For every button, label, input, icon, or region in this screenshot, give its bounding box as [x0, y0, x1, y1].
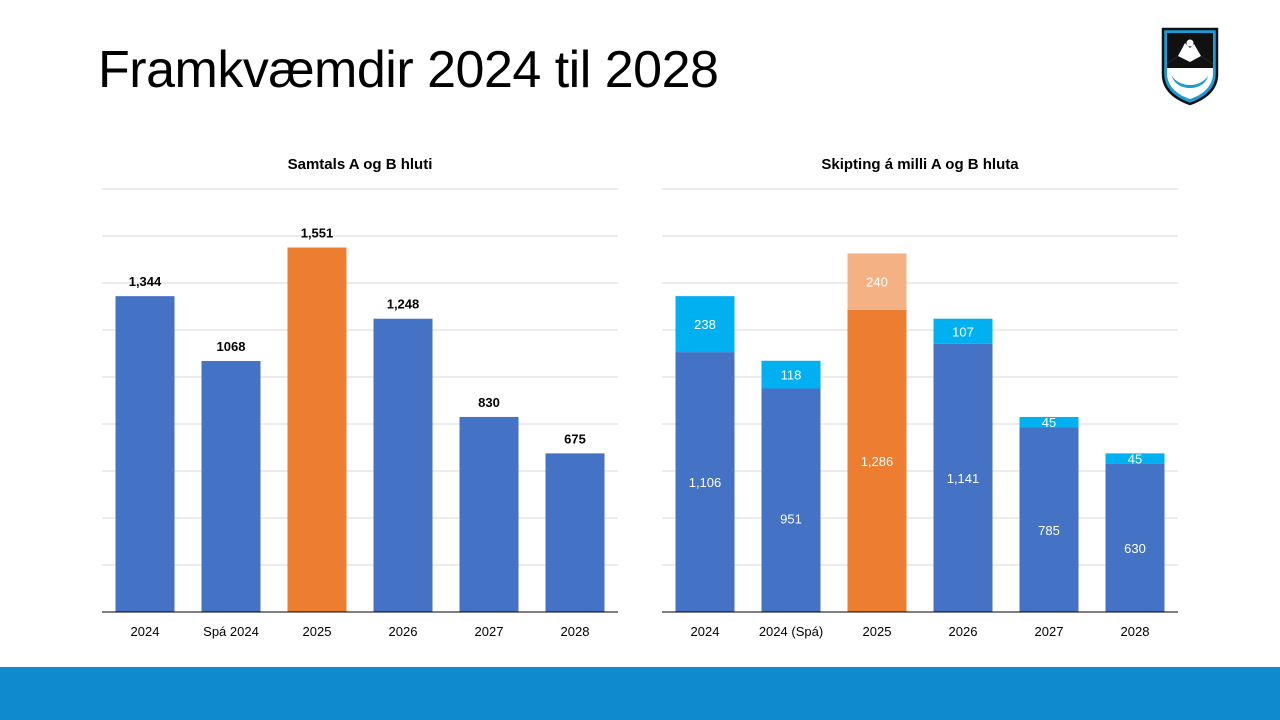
bar-0 [115, 296, 175, 612]
data-label: 951 [780, 511, 802, 526]
data-label: 1,141 [947, 471, 980, 486]
data-label: 830 [478, 395, 500, 410]
data-label: 1,286 [861, 454, 894, 469]
crest-logo-icon [1161, 27, 1219, 106]
category-label: 2027 [1035, 624, 1064, 639]
bar-segment-b-0 [675, 296, 735, 353]
bar-segment-b-1 [761, 360, 821, 389]
chart-title: Skipting á milli A og B hluta [821, 156, 1019, 173]
data-label: 1,248 [387, 297, 420, 312]
bar-3 [373, 318, 433, 612]
bar-segment-b-2 [847, 253, 907, 310]
bar-5 [545, 453, 605, 612]
data-label: 675 [564, 431, 586, 446]
category-label: 2026 [389, 624, 418, 639]
category-label: 2024 (Spá) [759, 624, 823, 639]
bar-segment-a-1 [761, 388, 821, 612]
data-label: 630 [1124, 541, 1146, 556]
category-label: Spá 2024 [203, 624, 259, 639]
category-label: 2024 [691, 624, 720, 639]
page-title: Framkvæmdir 2024 til 2028 [98, 41, 719, 99]
data-label: 1,344 [129, 274, 162, 289]
bar-segment-a-3 [933, 343, 993, 612]
bar-segment-a-4 [1019, 427, 1079, 612]
bar-segment-a-2 [847, 309, 907, 612]
footer-bar [0, 667, 1280, 720]
bar-segment-b-3 [933, 318, 993, 344]
bar-2 [287, 247, 347, 612]
data-label: 118 [781, 368, 802, 383]
category-label: 2028 [1121, 624, 1150, 639]
data-label: 238 [694, 317, 716, 332]
data-label: 45 [1128, 452, 1142, 467]
bar-segment-b-4 [1019, 416, 1079, 428]
chart-split: Skipting á milli A og B hluta 1,106 238 202… [650, 140, 1190, 650]
bar-1 [201, 361, 261, 612]
category-label: 2025 [863, 624, 892, 639]
bar-segment-a-5 [1105, 463, 1165, 612]
bar-segment-b-5 [1105, 453, 1165, 464]
chart-title: Samtals A og B hluti [288, 156, 433, 173]
data-label: 107 [952, 324, 974, 339]
data-label: 785 [1038, 523, 1060, 538]
data-label: 1068 [217, 339, 246, 354]
category-label: 2025 [303, 624, 332, 639]
category-label: 2026 [949, 624, 978, 639]
bar-4 [459, 416, 519, 612]
category-label: 2027 [475, 624, 504, 639]
category-label: 2028 [561, 624, 590, 639]
data-label: 240 [866, 275, 888, 290]
data-label: 45 [1042, 415, 1056, 430]
chart-total: Samtals A og B hluti 1,344 2024 1068 Spá 202… [90, 140, 630, 650]
bar-segment-a-0 [675, 352, 735, 612]
category-label: 2024 [131, 624, 160, 639]
data-label: 1,106 [689, 475, 722, 490]
data-label: 1,551 [301, 226, 334, 241]
